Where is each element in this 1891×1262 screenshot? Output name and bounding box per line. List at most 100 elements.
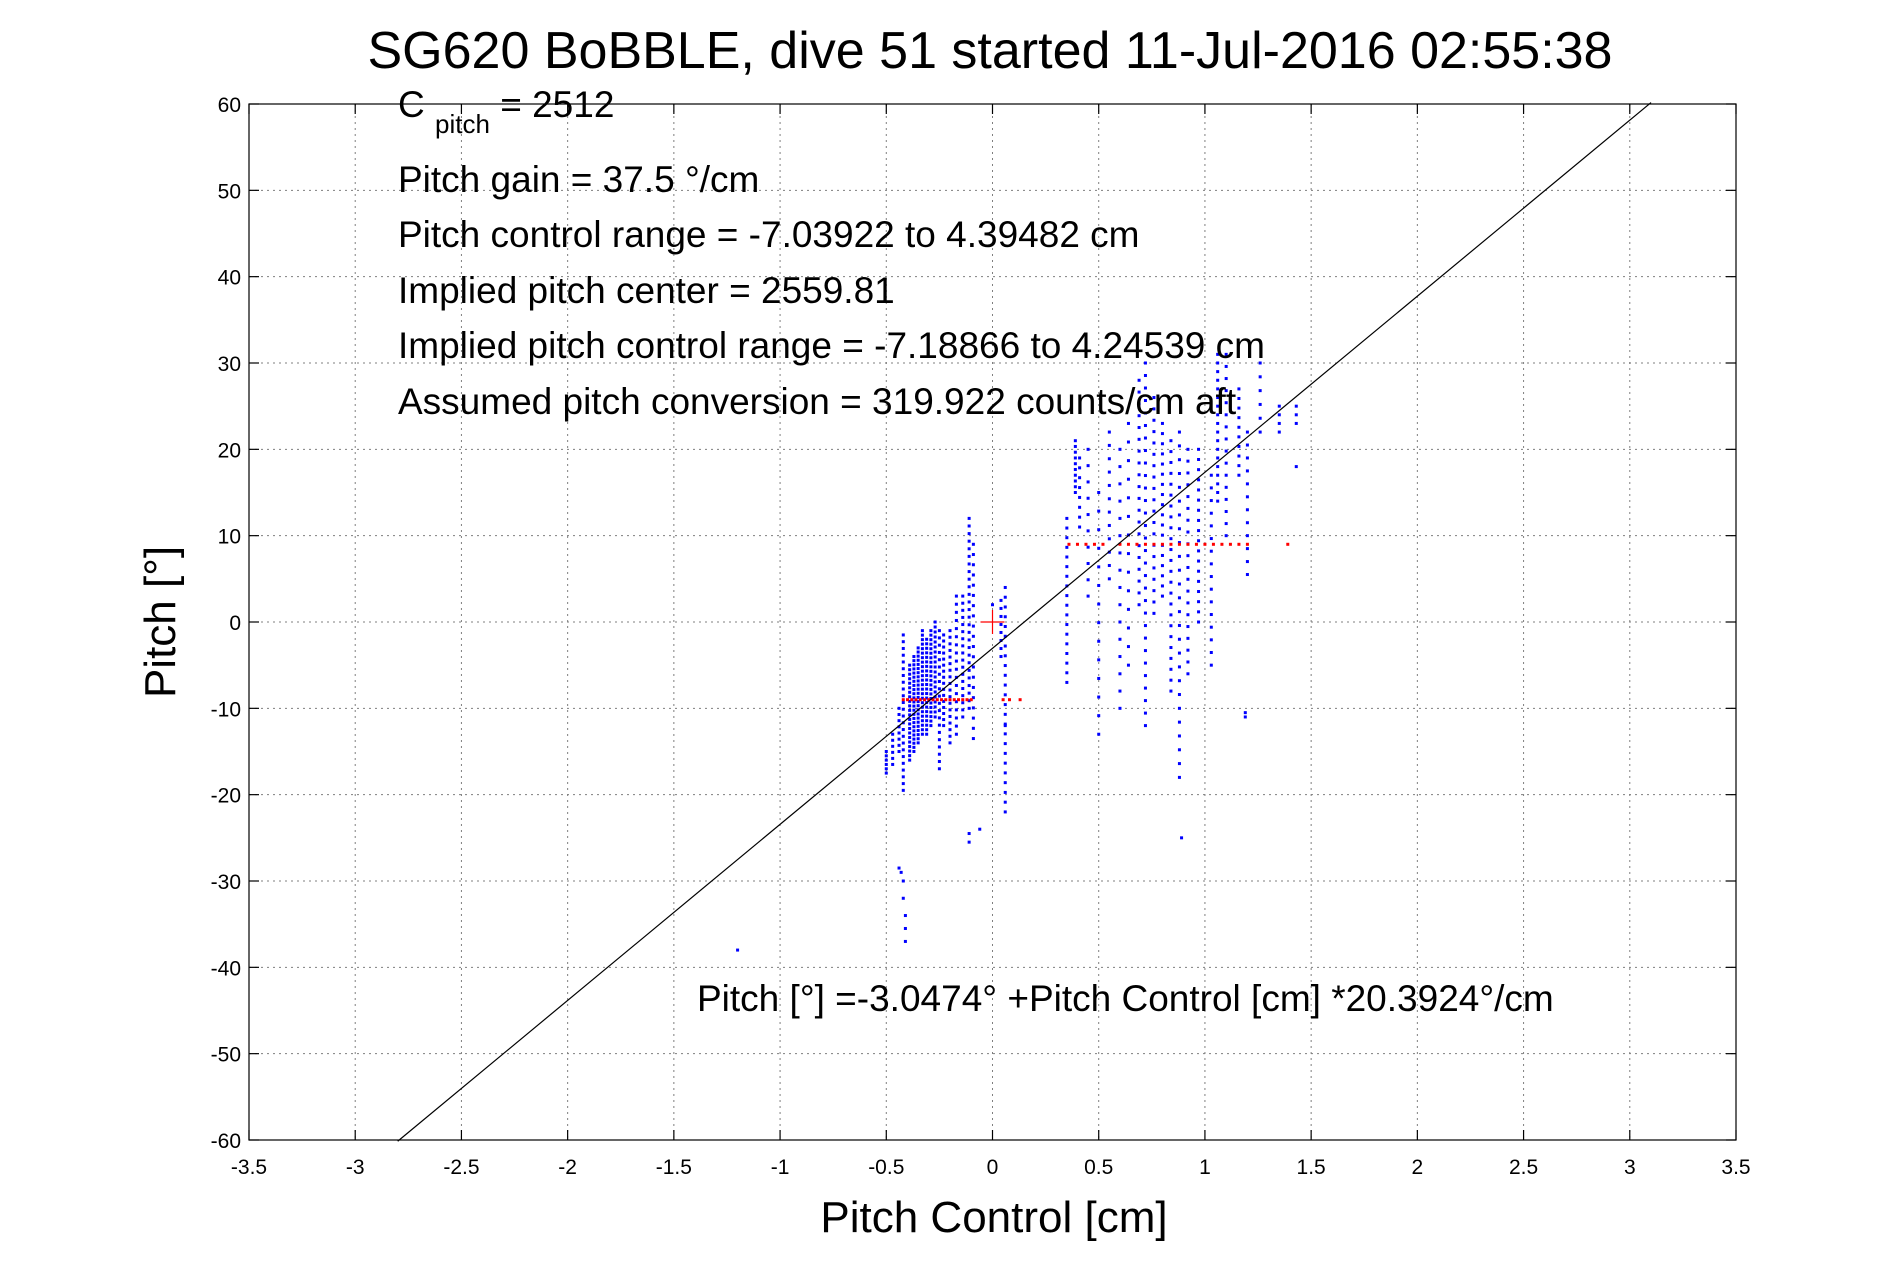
blue-point — [1003, 781, 1007, 785]
blue-point — [1216, 465, 1220, 469]
blue-point — [971, 706, 975, 710]
blue-point — [1160, 493, 1164, 497]
blue-point — [967, 615, 971, 619]
blue-point — [1152, 600, 1156, 604]
cpitch-annotation: C pitch = 2512 — [398, 84, 614, 141]
blue-point — [937, 650, 941, 654]
blue-point — [925, 723, 929, 727]
blue-point — [1245, 521, 1249, 525]
blue-point — [912, 708, 916, 712]
blue-point — [925, 660, 929, 664]
blue-point — [1003, 634, 1007, 638]
blue-point — [1107, 470, 1111, 474]
blue-point — [942, 663, 946, 667]
blue-point — [908, 677, 912, 681]
blue-point — [1186, 577, 1190, 581]
blue-point — [925, 692, 929, 696]
blue-point — [1143, 549, 1147, 553]
blue-point — [1118, 568, 1122, 572]
blue-point — [1177, 541, 1181, 545]
blue-point — [1003, 683, 1007, 687]
blue-point — [929, 706, 933, 710]
blue-point — [971, 583, 975, 587]
blue-point — [967, 592, 971, 596]
blue-point — [999, 647, 1003, 651]
blue-point — [948, 655, 952, 659]
blue-point — [901, 748, 905, 752]
blue-point — [925, 655, 929, 659]
blue-point — [1209, 524, 1213, 528]
blue-point — [1003, 703, 1007, 707]
x-tick-label: 3.5 — [1721, 1156, 1750, 1179]
blue-point — [925, 651, 929, 655]
blue-point — [961, 651, 965, 655]
blue-point — [1245, 430, 1249, 434]
red-point — [1018, 698, 1022, 702]
blue-point — [1078, 495, 1082, 499]
x-tick-label: -2 — [558, 1156, 577, 1179]
blue-point — [933, 625, 937, 629]
blue-point — [1137, 461, 1141, 465]
blue-point — [1177, 554, 1181, 558]
blue-point — [933, 645, 937, 649]
red-point — [1228, 542, 1232, 546]
blue-point — [929, 724, 933, 728]
blue-point — [1224, 401, 1228, 405]
blue-point — [1209, 651, 1213, 655]
blue-point — [1209, 511, 1213, 515]
blue-point — [908, 736, 912, 740]
blue-point — [916, 658, 920, 662]
blue-point — [954, 618, 958, 622]
blue-point — [1216, 473, 1220, 477]
x-tick-label: 2.5 — [1509, 1156, 1538, 1179]
red-point — [931, 698, 935, 702]
blue-point — [916, 691, 920, 695]
blue-point — [971, 604, 975, 608]
blue-point — [1197, 549, 1201, 553]
chart-title: SG620 BoBBLE, dive 51 started 11-Jul-201… — [368, 22, 1613, 80]
blue-point — [897, 866, 901, 870]
red-point — [910, 698, 914, 702]
x-tick-label: 0.5 — [1084, 1156, 1113, 1179]
blue-point — [1177, 596, 1181, 600]
blue-point — [967, 600, 971, 604]
blue-point — [1097, 491, 1101, 494]
blue-point — [1160, 564, 1164, 568]
blue-point — [933, 675, 937, 679]
blue-point — [916, 654, 920, 658]
blue-point — [1152, 509, 1156, 513]
blue-point — [1216, 404, 1220, 408]
blue-point — [1003, 742, 1007, 746]
blue-point — [1065, 661, 1069, 665]
blue-point — [942, 669, 946, 673]
blue-point — [916, 700, 920, 704]
blue-point — [1137, 390, 1141, 394]
blue-point — [1097, 565, 1101, 569]
blue-point — [971, 685, 975, 689]
blue-point — [937, 665, 941, 669]
blue-point — [1224, 352, 1228, 356]
blue-point — [1169, 591, 1173, 595]
blue-point — [948, 629, 952, 633]
blue-point — [1169, 613, 1173, 617]
blue-point — [942, 681, 946, 685]
blue-point — [948, 701, 952, 705]
blue-point — [1186, 459, 1190, 463]
blue-point — [1107, 577, 1111, 581]
blue-point — [912, 729, 916, 733]
blue-point — [1152, 532, 1156, 536]
blue-point — [937, 658, 941, 662]
blue-point — [1073, 473, 1077, 477]
blue-point — [920, 647, 924, 651]
blue-point — [1137, 426, 1141, 430]
blue-point — [933, 665, 937, 669]
blue-point — [1245, 534, 1249, 538]
blue-point — [1237, 444, 1241, 448]
blue-point — [891, 738, 895, 742]
blue-point — [1160, 533, 1164, 537]
blue-point — [1209, 537, 1213, 541]
blue-point — [925, 710, 929, 714]
blue-point — [1177, 458, 1181, 462]
blue-point — [908, 717, 912, 721]
blue-point — [1003, 722, 1007, 726]
